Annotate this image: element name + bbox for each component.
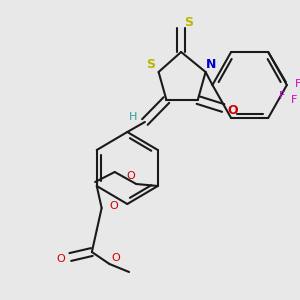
Text: F: F	[290, 95, 297, 105]
Text: O: O	[111, 253, 120, 263]
Text: H: H	[129, 112, 137, 122]
Text: S: S	[146, 58, 155, 70]
Text: O: O	[126, 171, 135, 181]
Text: O: O	[56, 254, 65, 264]
Text: F: F	[294, 79, 300, 89]
Text: F: F	[279, 91, 285, 101]
Text: O: O	[228, 104, 238, 118]
Text: S: S	[184, 16, 194, 29]
Text: O: O	[109, 201, 118, 211]
Text: N: N	[206, 58, 217, 70]
